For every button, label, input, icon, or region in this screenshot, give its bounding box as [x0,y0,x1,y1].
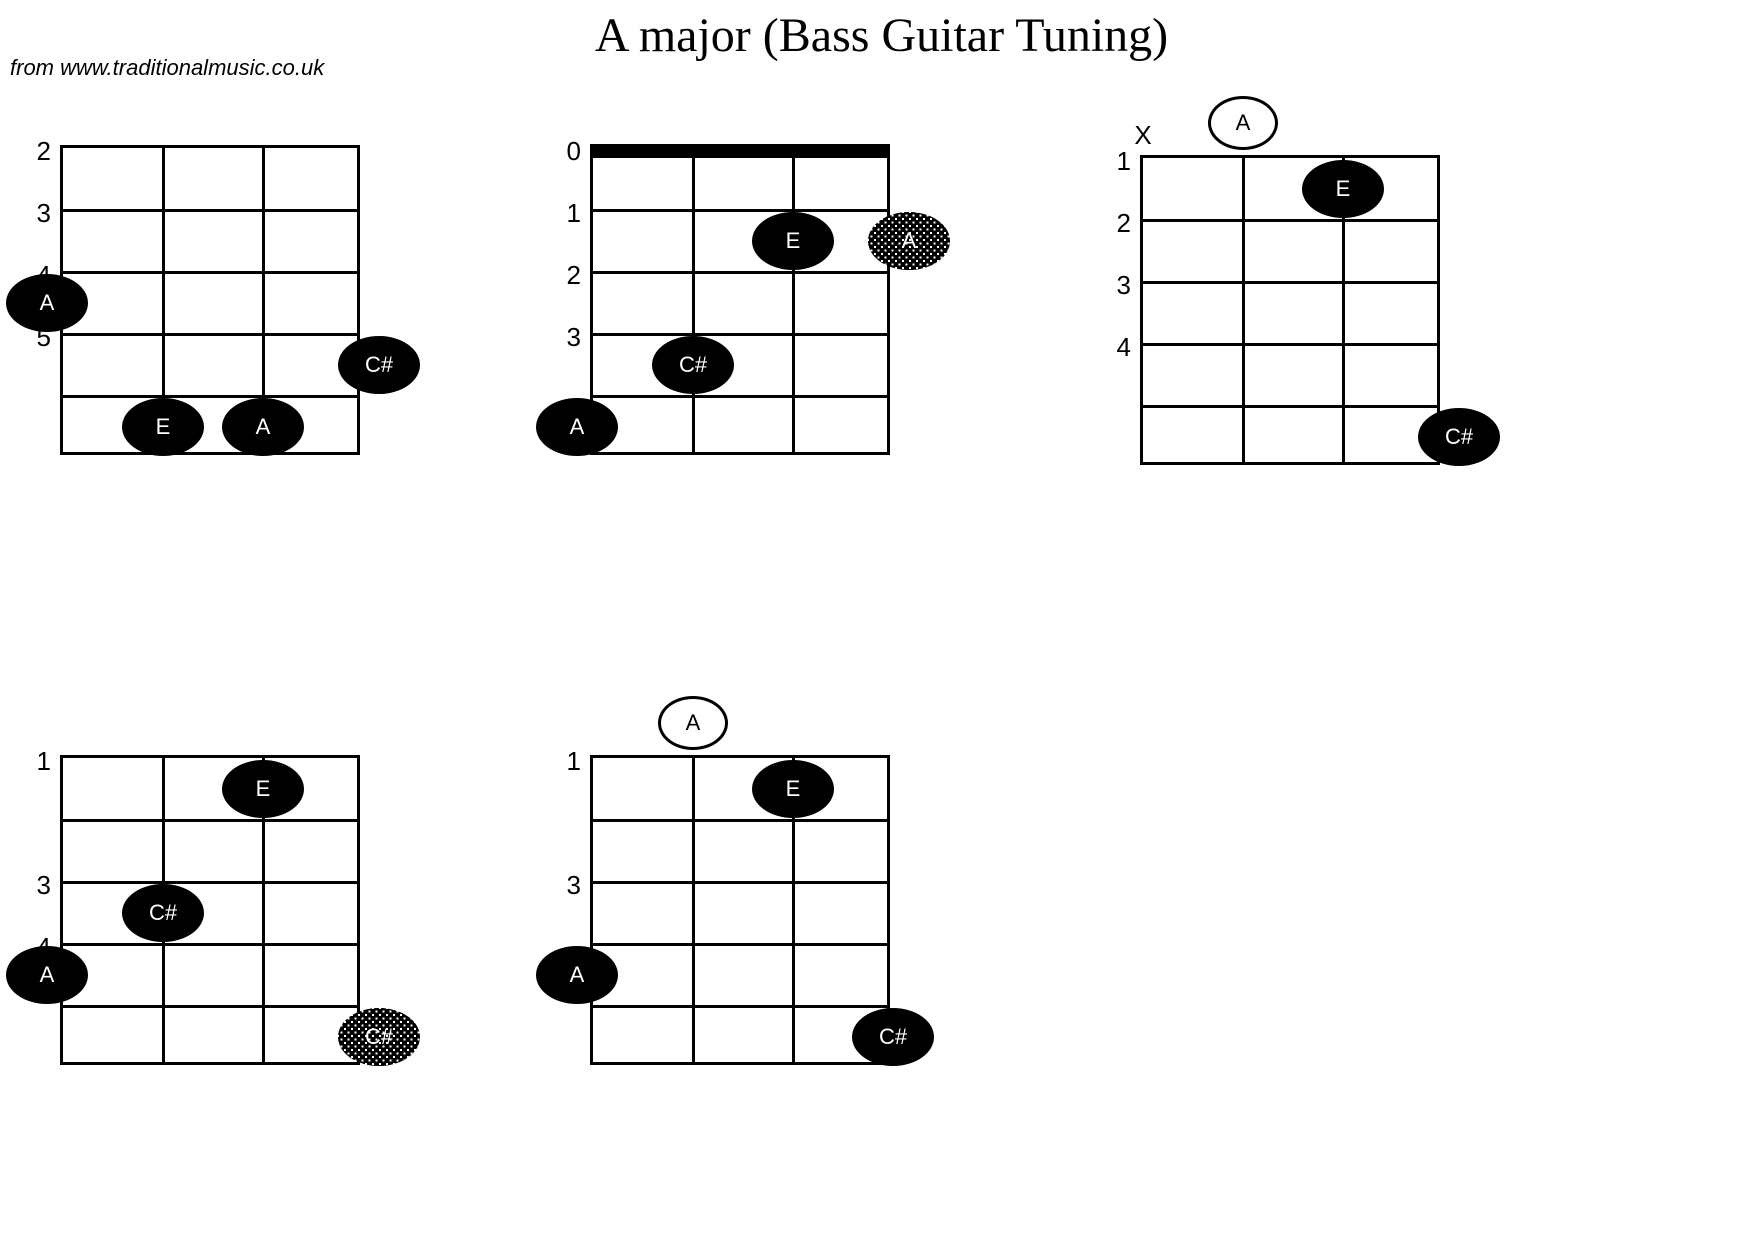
fret-number: 3 [541,870,581,901]
chord-diagram: 13AAEC# [590,755,890,1065]
finger-dot: C# [122,884,204,942]
fret-line [1143,343,1437,346]
fretboard-grid: 1234XAEC# [1140,155,1440,465]
note-label: C# [365,352,393,378]
fret-line [1143,405,1437,408]
fret-number: 4 [1091,332,1131,363]
fret-line [593,1005,887,1008]
fret-line [1143,281,1437,284]
note-label: C# [1445,424,1473,450]
note-label: A [902,228,917,254]
fretboard-grid: 134AC#EC# [60,755,360,1065]
mute-marker: X [1131,120,1155,151]
chord-diagram: 2345AEAC# [60,145,360,455]
fret-number: 0 [541,136,581,167]
chord-diagram: 1234XAEC# [1140,155,1440,465]
note-label: E [256,776,271,802]
string-line [692,148,695,452]
fret-line [63,395,357,398]
finger-dot: C# [338,1008,420,1066]
finger-dot: A [536,398,618,456]
note-label: A [570,962,585,988]
finger-dot: C# [1418,408,1500,466]
fret-line [1143,219,1437,222]
note-label: E [1336,176,1351,202]
fret-line [63,271,357,274]
fret-line [593,271,887,274]
note-label: A [256,414,271,440]
fret-line [63,209,357,212]
fret-number: 1 [541,198,581,229]
chord-diagram: 134AC#EC# [60,755,360,1065]
fretboard-grid: 13AAEC# [590,755,890,1065]
note-label: E [786,776,801,802]
fret-number: 3 [1091,270,1131,301]
fret-number: 1 [11,746,51,777]
finger-dot: E [752,212,834,270]
nut [590,144,890,158]
note-label: C# [679,352,707,378]
fret-line [63,1005,357,1008]
finger-dot: C# [852,1008,934,1066]
fret-number: 2 [1091,208,1131,239]
finger-dot: A [868,212,950,270]
fretboard-grid: 0123AC#EA [590,145,890,455]
string-line [1242,158,1245,462]
fret-line [593,819,887,822]
fret-number: 2 [541,260,581,291]
finger-dot: A [6,946,88,1004]
note-label: C# [879,1024,907,1050]
fret-number: 3 [541,322,581,353]
finger-dot: A [536,946,618,1004]
fret-line [593,881,887,884]
fret-line [63,943,357,946]
fret-number: 2 [11,136,51,167]
finger-dot: C# [652,336,734,394]
fret-line [63,819,357,822]
string-line [692,758,695,1062]
finger-dot: E [122,398,204,456]
open-note-marker: A [1208,96,1278,150]
fret-line [593,209,887,212]
note-label: A [40,290,55,316]
finger-dot: E [222,760,304,818]
fret-line [63,333,357,336]
finger-dot: C# [338,336,420,394]
attribution-text: from www.traditionalmusic.co.uk [10,55,324,81]
fret-line [593,395,887,398]
note-label: E [786,228,801,254]
note-label: A [686,710,701,736]
fret-number: 1 [541,746,581,777]
note-label: C# [365,1024,393,1050]
note-label: E [156,414,171,440]
chord-diagram: 0123AC#EA [590,145,890,455]
string-line [792,148,795,452]
fret-number: 1 [1091,146,1131,177]
fret-line [593,943,887,946]
finger-dot: E [1302,160,1384,218]
note-label: C# [149,900,177,926]
fret-line [63,881,357,884]
finger-dot: A [6,274,88,332]
fret-number: 3 [11,198,51,229]
fretboard-grid: 2345AEAC# [60,145,360,455]
finger-dot: E [752,760,834,818]
note-label: A [570,414,585,440]
open-note-marker: A [658,696,728,750]
note-label: A [40,962,55,988]
fret-number: 3 [11,870,51,901]
finger-dot: A [222,398,304,456]
fret-line [593,333,887,336]
note-label: A [1236,110,1251,136]
